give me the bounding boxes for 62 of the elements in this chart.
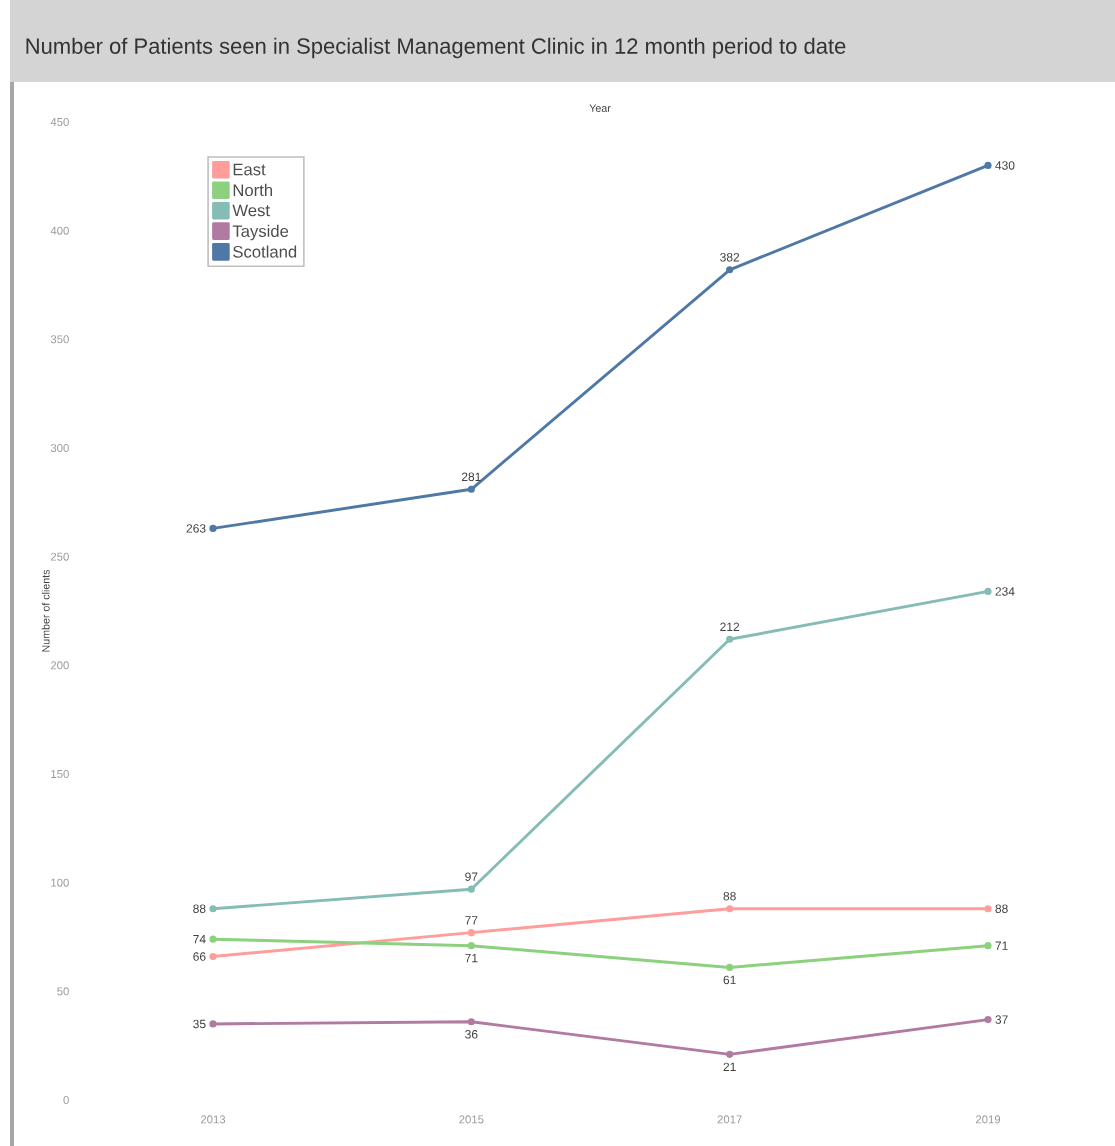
y-axis-title: Number of clients	[41, 569, 50, 652]
y-tick-label: 250	[50, 552, 69, 561]
x-tick-label: 2013	[200, 1115, 226, 1124]
point	[467, 929, 475, 937]
point	[984, 161, 992, 170]
data-label: 88	[995, 904, 1008, 913]
data-label: 71	[465, 953, 478, 963]
point	[209, 935, 217, 943]
legend-label: West	[232, 204, 270, 217]
point	[726, 905, 734, 913]
y-tick-label: 50	[57, 987, 69, 996]
data-label: 382	[720, 253, 740, 262]
point	[467, 1018, 475, 1026]
point	[984, 942, 992, 950]
legend-label: North	[233, 183, 273, 197]
data-label: 37	[995, 1015, 1008, 1024]
point	[209, 952, 217, 961]
data-label: 263	[186, 524, 206, 533]
y-tick-label: 100	[51, 878, 69, 887]
point	[984, 905, 992, 913]
y-tick-label: 0	[63, 1095, 69, 1105]
point	[209, 1020, 217, 1028]
data-label: 36	[465, 1030, 478, 1039]
y-tick-label: 400	[50, 226, 69, 235]
y-tick-label: 200	[50, 661, 69, 670]
data-label: 35	[193, 1019, 206, 1029]
x-axis-title: Year	[589, 104, 611, 112]
chart-title: Number of Patients seen in Specialist Management Clinic in 12 month period to date	[26, 37, 846, 59]
data-label: 212	[720, 622, 740, 631]
data-label: 61	[723, 975, 736, 985]
y-tick-label: 300	[50, 443, 69, 452]
y-tick-label: 450	[50, 117, 69, 126]
data-label: 88	[723, 891, 736, 901]
data-label: 71	[995, 941, 1008, 950]
point	[984, 587, 992, 596]
legend-label: East	[233, 163, 266, 176]
point	[726, 1050, 734, 1058]
legend-label: Tayside	[232, 224, 289, 241]
data-label: 281	[461, 472, 481, 482]
point	[209, 524, 217, 532]
x-tick-label: 2019	[975, 1115, 1001, 1124]
data-label: 66	[193, 952, 206, 961]
point	[726, 635, 734, 643]
data-label: 88	[193, 904, 206, 913]
point	[726, 266, 734, 274]
x-tick-label: 2017	[717, 1115, 742, 1124]
data-label: 234	[995, 587, 1015, 596]
point	[467, 485, 475, 493]
y-tick-label: 150	[51, 769, 69, 778]
legend-label: Scotland	[233, 245, 297, 258]
point	[467, 885, 475, 893]
point	[726, 963, 734, 972]
data-label: 21	[723, 1062, 736, 1071]
data-label: 74	[193, 935, 206, 944]
data-label: 77	[465, 916, 478, 925]
x-tick-label: 2015	[459, 1115, 484, 1124]
data-label: 430	[995, 161, 1015, 170]
point	[467, 942, 475, 950]
point	[209, 905, 217, 913]
y-tick-label: 350	[50, 335, 69, 344]
point	[984, 1016, 992, 1024]
data-label: 97	[465, 872, 478, 881]
